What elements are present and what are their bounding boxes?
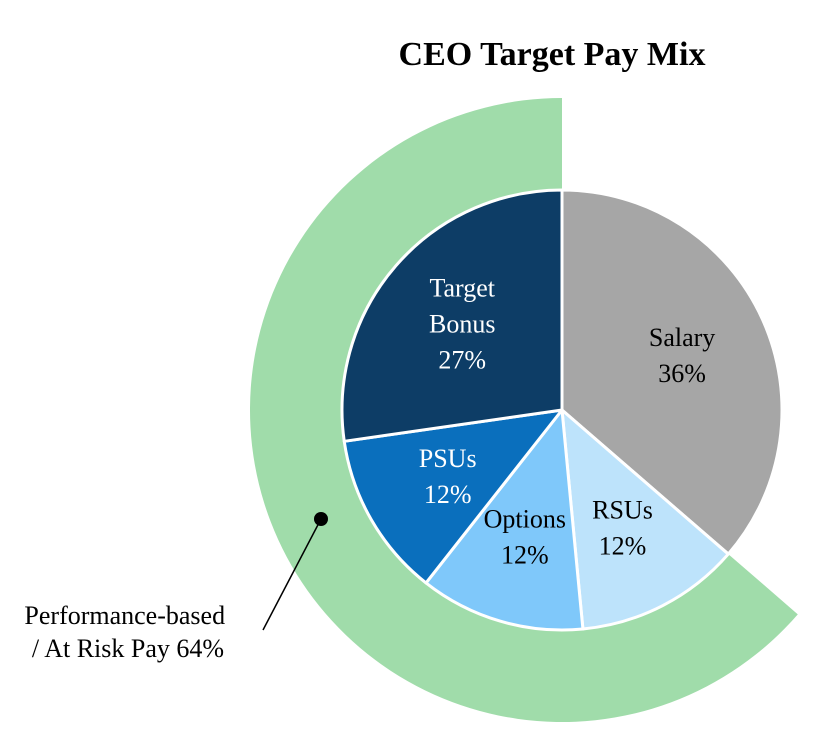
pie-slice-salary xyxy=(560,188,784,556)
pie-slice-options xyxy=(424,408,585,632)
slice-value-label-rsus: 12% xyxy=(599,531,647,560)
slice-label-salary: Salary 36% xyxy=(649,323,715,388)
slice-value-label-target-bonus: 27% xyxy=(438,346,486,375)
callout-label-line-2: / At Risk Pay 64% xyxy=(32,634,224,663)
callout-leader-line xyxy=(262,518,322,631)
slice-name-label-target-bonus: Bonus xyxy=(429,310,495,339)
slice-value-label-options: 12% xyxy=(501,541,549,570)
slice-value-label-salary: 36% xyxy=(658,359,706,388)
slice-name-label-salary: Salary xyxy=(649,323,715,352)
pie-slice-target-bonus xyxy=(340,188,564,443)
pie-slice-rsus xyxy=(560,408,730,631)
callout-marker-dot xyxy=(314,512,328,526)
slice-name-label-psus: PSUs xyxy=(419,444,477,473)
pie-slice-psus xyxy=(342,408,564,585)
outer-ring-performance-based xyxy=(249,98,798,722)
callout-label: Performance-based / At Risk Pay 64% xyxy=(24,601,231,663)
chart-title: CEO Target Pay Mix xyxy=(399,36,706,73)
slice-name-label-rsus: RSUs xyxy=(592,495,653,524)
slice-label-target-bonus: Target Bonus 27% xyxy=(429,274,496,375)
slice-name-label-options: Options xyxy=(484,505,566,534)
slice-label-options: Options 12% xyxy=(484,505,566,570)
slice-label-rsus: RSUs 12% xyxy=(592,495,653,560)
slice-value-label-psus: 12% xyxy=(424,480,472,509)
callout-label-line-1: Performance-based xyxy=(24,601,225,630)
slice-name-label-target-bonus: Target xyxy=(429,274,495,303)
slice-label-psus: PSUs 12% xyxy=(419,444,477,509)
